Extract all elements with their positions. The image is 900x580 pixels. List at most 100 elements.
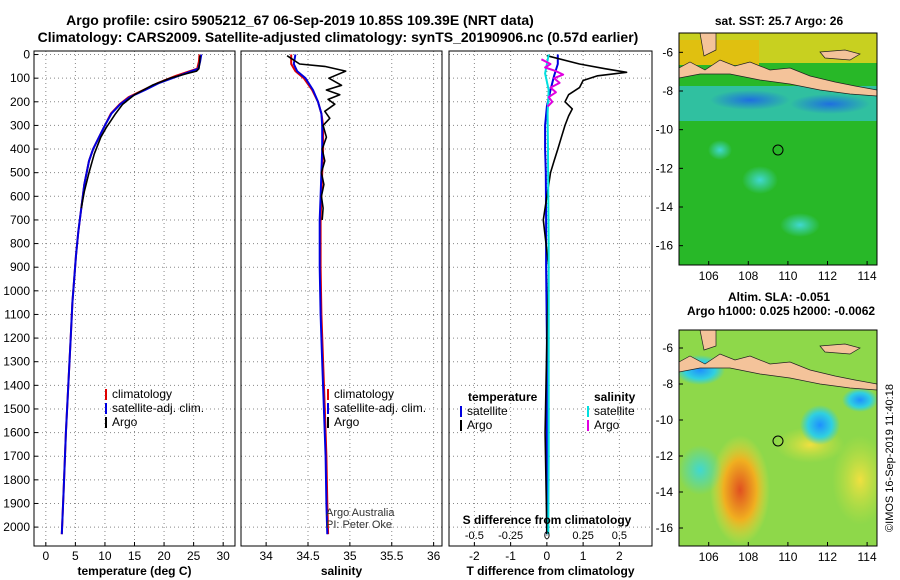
map-y-tick-label: -12 bbox=[656, 161, 674, 175]
s-tick-label: 0.25 bbox=[572, 530, 593, 542]
depth-tick-label: 100 bbox=[10, 71, 30, 85]
profile-panel-differences: -2 -1 0 1 2T difference from climatology temp… bbox=[448, 50, 653, 578]
footnote-pi: PI: Peter Oke bbox=[326, 519, 392, 531]
map-x-tick-label: 106 bbox=[699, 550, 719, 564]
sst-map: sat. SST: 25.7 Argo: 26 106 108 110 112 114 -… bbox=[656, 14, 878, 283]
series-line-satellite-adj-clim- bbox=[60, 54, 203, 535]
x-tick-label: 25 bbox=[187, 549, 201, 563]
x-tick-label: 36 bbox=[427, 549, 441, 563]
depth-tick-label: 1400 bbox=[3, 378, 30, 392]
profile-panel-salinity: 34 34.5 35 35.5 36 salinity climatologysatelli… bbox=[240, 50, 443, 578]
x-tick-label: -2 bbox=[469, 549, 480, 563]
s-tick-label: 0 bbox=[544, 530, 550, 542]
depth-tick-label: 2000 bbox=[3, 520, 30, 534]
map-x-tick-label: 108 bbox=[738, 269, 758, 283]
map-y-tick-label: -8 bbox=[662, 84, 673, 98]
map-x-tick-label: 110 bbox=[778, 550, 797, 564]
legend-label: Argo bbox=[112, 415, 138, 429]
map-y-tick-label: -6 bbox=[662, 45, 673, 59]
legend-t-label: Argo bbox=[467, 418, 493, 432]
x-tick-label: 5 bbox=[72, 549, 79, 563]
x-tick-label: 34 bbox=[259, 549, 273, 563]
figure-title-line2: Climatology: CARS2009. Satellite-adjuste… bbox=[38, 29, 639, 45]
map-y-tick-label: -8 bbox=[662, 377, 673, 391]
legend-s-label: satellite bbox=[594, 404, 635, 418]
s-tick-label: -0.5 bbox=[465, 530, 484, 542]
sla-argo-location-marker bbox=[772, 435, 784, 447]
map-y-tick-label: -16 bbox=[656, 521, 674, 535]
legend-label: satellite-adj. clim. bbox=[112, 401, 204, 415]
map-y-tick-label: -16 bbox=[656, 239, 674, 253]
depth-tick-label: 800 bbox=[10, 237, 30, 251]
x-tick-label: 35 bbox=[343, 549, 357, 563]
legend-s-label: Argo bbox=[594, 418, 620, 432]
legend-label: satellite-adj. clim. bbox=[334, 401, 426, 415]
depth-tick-label: 700 bbox=[10, 213, 30, 227]
depth-tick-label: 500 bbox=[10, 166, 30, 180]
series-line-climatology bbox=[60, 54, 201, 535]
profile-panel-temperature: 0 5 10 15 20 25 30 temperature (deg C) 0 100 200 30… bbox=[3, 48, 236, 578]
panel-frame bbox=[240, 50, 443, 547]
depth-tick-label: 900 bbox=[10, 260, 30, 274]
imos-credit: ©IMOS 16-Sep-2019 11:40:18 bbox=[884, 384, 896, 532]
map-y-tick-label: -14 bbox=[656, 200, 674, 214]
depth-tick-label: 300 bbox=[10, 118, 30, 132]
x-tick-label: 10 bbox=[98, 549, 112, 563]
series-line-satellite-adj-clim- bbox=[292, 54, 329, 535]
x-tick-label: 2 bbox=[616, 549, 623, 563]
legend-label: Argo bbox=[334, 415, 360, 429]
map-x-tick-label: 114 bbox=[858, 550, 877, 564]
series-line-s-satellite bbox=[544, 54, 550, 535]
legend-temperature-title: temperature bbox=[468, 390, 538, 404]
x-axis-label: temperature (deg C) bbox=[77, 564, 191, 578]
s-tick-label: -0.25 bbox=[498, 530, 523, 542]
x-tick-label: 20 bbox=[157, 549, 171, 563]
x-axis-label: salinity bbox=[321, 564, 363, 578]
footnote-argo-australia: Argo Australia bbox=[326, 507, 395, 519]
map-x-tick-label: 112 bbox=[818, 269, 837, 283]
depth-tick-label: 1100 bbox=[4, 307, 30, 321]
x-tick-label: 0 bbox=[544, 549, 551, 563]
depth-tick-label: 1200 bbox=[3, 331, 30, 345]
x-tick-label: 0 bbox=[42, 549, 49, 563]
depth-tick-label: 600 bbox=[10, 189, 30, 203]
sst-argo-location-marker bbox=[772, 144, 784, 156]
map-x-tick-label: 110 bbox=[778, 269, 797, 283]
series-line-argo bbox=[80, 55, 201, 209]
depth-tick-label: 1000 bbox=[3, 284, 30, 298]
x-tick-label: 30 bbox=[216, 549, 230, 563]
legend-label: climatology bbox=[112, 387, 172, 401]
x-tick-label: 34.5 bbox=[296, 549, 320, 563]
map-x-tick-label: 106 bbox=[699, 269, 719, 283]
map-x-tick-label: 112 bbox=[818, 550, 837, 564]
map-x-tick-label: 114 bbox=[858, 269, 877, 283]
depth-tick-label: 1500 bbox=[3, 402, 30, 416]
series-line-argo bbox=[286, 55, 347, 220]
map-y-tick-label: -10 bbox=[656, 413, 674, 427]
sla-map: Altim. SLA: -0.051 Argo h1000: 0.025 h20… bbox=[656, 290, 878, 564]
depth-tick-label: 1600 bbox=[3, 426, 30, 440]
depth-tick-label: 0 bbox=[23, 48, 30, 62]
map-y-tick-label: -6 bbox=[662, 341, 673, 355]
x-tick-label: 35.5 bbox=[380, 549, 404, 563]
depth-tick-label: 1900 bbox=[3, 496, 30, 510]
series-line-s-argo bbox=[540, 58, 565, 108]
x-tick-label: 1 bbox=[580, 549, 587, 563]
x-tick-label: -1 bbox=[505, 549, 516, 563]
figure-title-line1: Argo profile: csiro 5905212_67 06-Sep-20… bbox=[66, 12, 534, 28]
x-axis-label: T difference from climatology bbox=[466, 564, 634, 578]
map-y-tick-label: -10 bbox=[656, 123, 674, 137]
depth-tick-label: 1700 bbox=[3, 449, 30, 463]
depth-tick-label: 1800 bbox=[3, 473, 30, 487]
legend-salinity-title: salinity bbox=[594, 390, 636, 404]
map-y-tick-label: -14 bbox=[656, 485, 674, 499]
panel-frame bbox=[448, 50, 653, 547]
legend-t-label: satellite bbox=[467, 404, 508, 418]
s-tick-label: 0.5 bbox=[612, 530, 627, 542]
legend-label: climatology bbox=[334, 387, 394, 401]
sla-map-title: Altim. SLA: -0.051 bbox=[728, 290, 830, 304]
sst-map-title: sat. SST: 25.7 Argo: 26 bbox=[715, 14, 844, 28]
depth-tick-label: 1300 bbox=[3, 355, 30, 369]
depth-tick-label: 200 bbox=[10, 95, 30, 109]
